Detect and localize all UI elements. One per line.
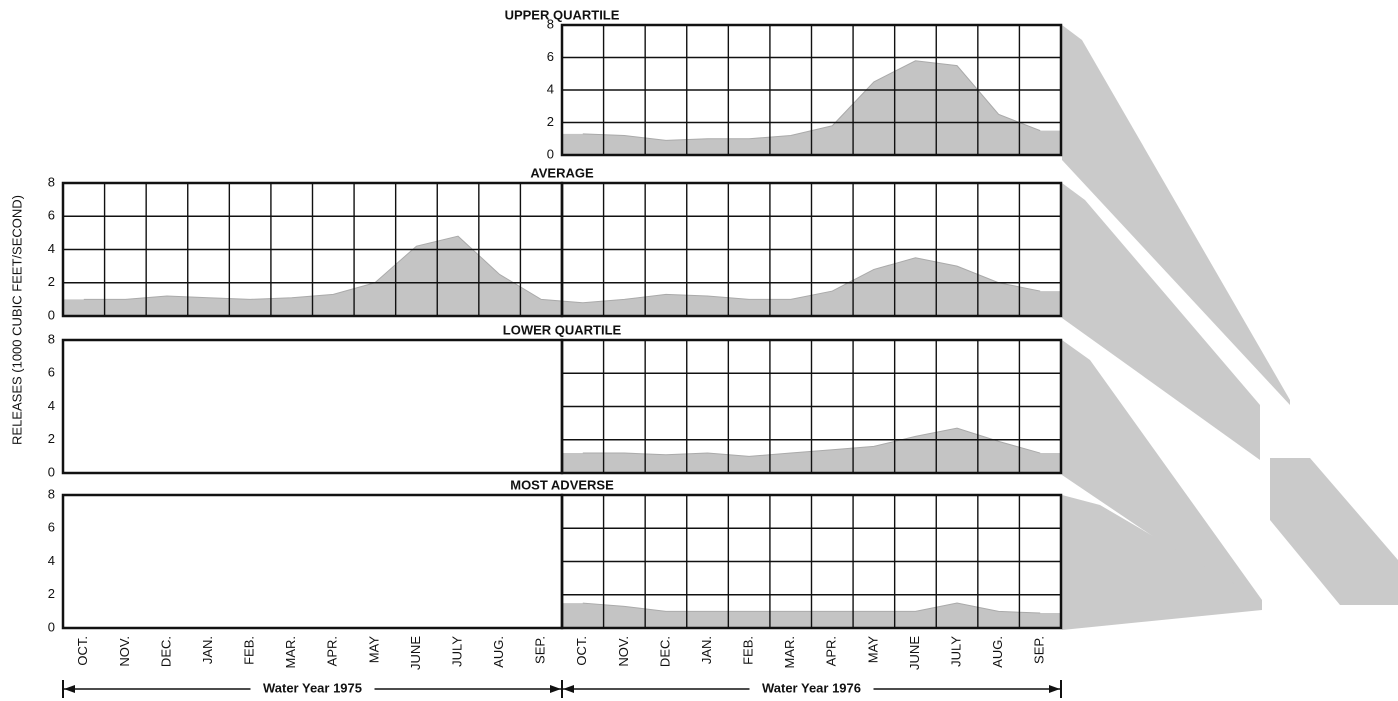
x-tick-label: JAN.	[200, 636, 215, 664]
x-tick-label: AUG.	[990, 636, 1005, 668]
y-tick-label: 2	[48, 274, 55, 289]
x-tick-label: JAN.	[699, 636, 714, 664]
x-tick-label: SEP.	[533, 636, 548, 664]
y-tick-label: 0	[48, 619, 55, 634]
y-tick-label: 6	[48, 208, 55, 223]
y-tick-label: 4	[48, 241, 55, 256]
x-tick-label: APR.	[824, 636, 839, 666]
x-tick-label: NOV.	[616, 636, 631, 667]
y-tick-label: 2	[547, 114, 554, 129]
y-tick-label: 8	[48, 174, 55, 189]
y-tick-label: 6	[48, 365, 55, 380]
y-tick-label: 2	[48, 586, 55, 601]
decoration	[1062, 25, 1398, 630]
x-tick-label: FEB.	[741, 636, 756, 665]
panel-frame	[63, 495, 562, 628]
y-tick-label: 8	[48, 486, 55, 501]
x-tick-label: JUNE	[907, 636, 922, 670]
x-tick-label: AUG.	[491, 636, 506, 668]
x-tick-label: MAR.	[782, 636, 797, 669]
panel-title: UPPER QUARTILE	[505, 7, 620, 22]
x-tick-label: MAY	[865, 636, 880, 664]
x-tick-label: JUNE	[408, 636, 423, 670]
y-tick-label: 4	[48, 553, 55, 568]
chart: RELEASES (1000 CUBIC FEET/SECOND) UPPER …	[0, 0, 1398, 701]
x-tick-label: DEC.	[158, 636, 173, 667]
panel-title: AVERAGE	[530, 165, 594, 180]
y-axis-label: RELEASES (1000 CUBIC FEET/SECOND)	[9, 195, 24, 445]
arrow-head	[563, 685, 574, 693]
x-tick-label: APR.	[325, 636, 340, 666]
panel-title: LOWER QUARTILE	[503, 322, 622, 337]
y-tick-label: 0	[48, 464, 55, 479]
period-label: Water Year 1975	[263, 680, 362, 695]
y-tick-label: 6	[547, 49, 554, 64]
panel-frame	[63, 340, 562, 473]
panel-title: MOST ADVERSE	[510, 477, 614, 492]
y-tick-label: 8	[547, 16, 554, 31]
period-label: Water Year 1976	[762, 680, 861, 695]
y-tick-label: 0	[547, 146, 554, 161]
y-tick-label: 0	[48, 307, 55, 322]
x-tick-label: MAR.	[283, 636, 298, 669]
x-tick-label: OCT.	[574, 636, 589, 666]
arrow-head	[64, 685, 75, 693]
y-tick-label: 6	[48, 520, 55, 535]
x-tick-label: JULY	[449, 636, 464, 667]
x-tick-label: DEC.	[657, 636, 672, 667]
x-tick-label: SEP.	[1032, 636, 1047, 664]
y-tick-label: 4	[48, 398, 55, 413]
y-tick-label: 8	[48, 331, 55, 346]
x-tick-label: FEB.	[242, 636, 257, 665]
arrow-head	[1049, 685, 1060, 693]
arrow-head	[550, 685, 561, 693]
y-tick-label: 4	[547, 81, 554, 96]
y-tick-label: 2	[48, 431, 55, 446]
x-tick-label: MAY	[366, 636, 381, 664]
perspective-shade	[1270, 458, 1398, 605]
x-tick-label: NOV.	[117, 636, 132, 667]
x-tick-label: JULY	[948, 636, 963, 667]
x-tick-label: OCT.	[75, 636, 90, 666]
